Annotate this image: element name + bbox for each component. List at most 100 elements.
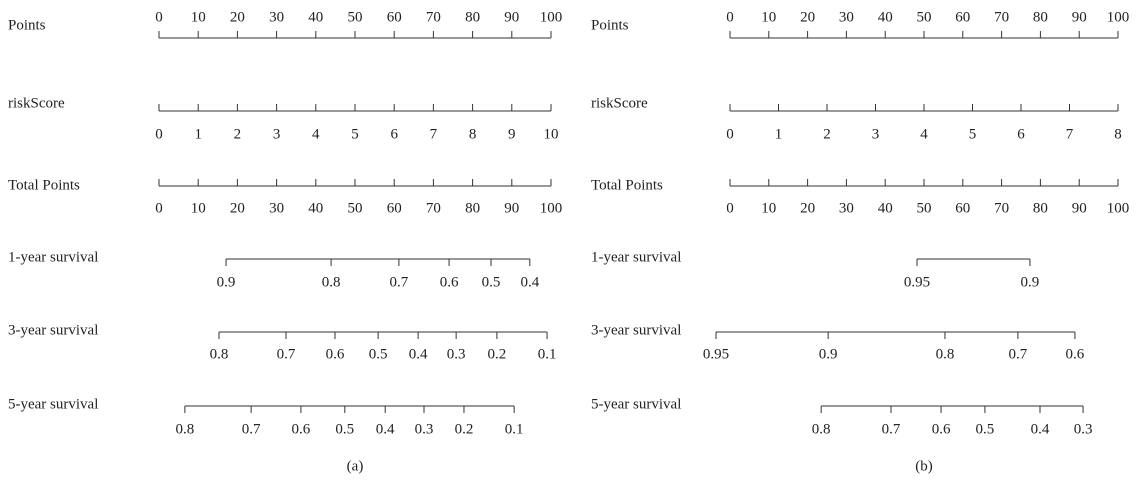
tick-label: 0 <box>155 200 163 216</box>
tick-label: 40 <box>878 200 893 216</box>
tick-label: 60 <box>387 200 402 216</box>
row-label: Total Points <box>8 177 80 193</box>
tick-label: 0.95 <box>904 274 930 290</box>
tick-label: 10 <box>761 9 776 25</box>
tick-label: 10 <box>191 200 206 216</box>
tick-label: 40 <box>878 9 893 25</box>
tick-label: 3 <box>872 126 880 142</box>
tick-label: 0.7 <box>882 421 901 437</box>
tick-label: 0 <box>155 9 163 25</box>
tick-label: 2 <box>823 126 831 142</box>
row-label: 1-year survival <box>591 249 681 265</box>
tick-label: 70 <box>994 200 1009 216</box>
row-label: 3-year survival <box>8 322 98 338</box>
tick-label: 0.8 <box>210 346 229 362</box>
row-label: Points <box>8 17 46 33</box>
tick-label: 50 <box>917 9 932 25</box>
tick-label: 0 <box>726 200 734 216</box>
tick-label: 8 <box>469 126 477 142</box>
tick-label: 20 <box>800 9 815 25</box>
tick-label: 10 <box>761 200 776 216</box>
tick-label: 4 <box>920 126 928 142</box>
tick-label: 7 <box>430 126 438 142</box>
tick-label: 0.7 <box>1009 346 1028 362</box>
tick-label: 0 <box>726 126 734 142</box>
tick-label: 5 <box>351 126 359 142</box>
tick-label: 0.4 <box>520 274 539 290</box>
tick-label: 0.8 <box>812 421 831 437</box>
tick-label: 0.4 <box>409 346 428 362</box>
tick-label: 0.7 <box>277 346 296 362</box>
tick-label: 40 <box>308 9 323 25</box>
tick-label: 8 <box>1114 126 1122 142</box>
row-label: riskScore <box>8 95 65 111</box>
tick-label: 0.7 <box>242 421 261 437</box>
tick-label: 0.3 <box>415 421 434 437</box>
row-label: 5-year survival <box>8 396 98 412</box>
tick-label: 90 <box>1072 200 1087 216</box>
tick-label: 90 <box>1072 9 1087 25</box>
tick-label: 4 <box>312 126 320 142</box>
tick-label: 30 <box>839 9 854 25</box>
tick-label: 0 <box>726 9 734 25</box>
tick-label: 0.9 <box>819 346 838 362</box>
tick-label: 3 <box>273 126 281 142</box>
tick-label: 9 <box>508 126 516 142</box>
tick-label: 0.3 <box>447 346 466 362</box>
tick-label: 0.3 <box>1074 421 1093 437</box>
tick-label: 30 <box>269 200 284 216</box>
tick-label: 100 <box>1107 200 1130 216</box>
tick-label: 60 <box>387 9 402 25</box>
tick-label: 0.5 <box>976 421 995 437</box>
tick-label: 30 <box>839 200 854 216</box>
caption: (a) <box>347 458 364 474</box>
row-label: riskScore <box>591 95 648 111</box>
tick-label: 50 <box>348 200 363 216</box>
tick-label: 0.95 <box>703 346 729 362</box>
tick-label: 10 <box>544 126 559 142</box>
tick-label: 0.2 <box>455 421 474 437</box>
tick-label: 6 <box>390 126 398 142</box>
row-label: Total Points <box>591 177 663 193</box>
tick-label: 20 <box>800 200 815 216</box>
tick-label: 80 <box>465 9 480 25</box>
caption: (b) <box>915 458 933 474</box>
tick-label: 80 <box>1033 200 1048 216</box>
tick-label: 0.8 <box>175 421 194 437</box>
tick-label: 70 <box>426 200 441 216</box>
tick-label: 0.5 <box>482 274 501 290</box>
tick-label: 0.6 <box>932 421 951 437</box>
tick-label: 2 <box>234 126 242 142</box>
tick-label: 0.6 <box>326 346 345 362</box>
tick-label: 0.1 <box>505 421 524 437</box>
tick-label: 0.1 <box>538 346 557 362</box>
tick-label: 40 <box>308 200 323 216</box>
tick-label: 0.9 <box>1021 274 1040 290</box>
tick-label: 20 <box>230 9 245 25</box>
tick-label: 100 <box>540 200 563 216</box>
tick-label: 10 <box>191 9 206 25</box>
tick-label: 70 <box>994 9 1009 25</box>
tick-label: 0.4 <box>1031 421 1050 437</box>
tick-label: 0.4 <box>376 421 395 437</box>
tick-label: 30 <box>269 9 284 25</box>
tick-label: 70 <box>426 9 441 25</box>
tick-label: 0.8 <box>936 346 955 362</box>
tick-label: 0.5 <box>335 421 354 437</box>
tick-label: 80 <box>465 200 480 216</box>
tick-label: 0.7 <box>390 274 409 290</box>
tick-label: 60 <box>955 9 970 25</box>
tick-label: 5 <box>969 126 977 142</box>
tick-label: 0.8 <box>322 274 341 290</box>
row-label: 1-year survival <box>8 249 98 265</box>
tick-label: 20 <box>230 200 245 216</box>
row-label: Points <box>591 17 629 33</box>
tick-label: 100 <box>540 9 563 25</box>
tick-label: 50 <box>917 200 932 216</box>
tick-label: 90 <box>504 200 519 216</box>
tick-label: 100 <box>1107 9 1130 25</box>
tick-label: 7 <box>1066 126 1074 142</box>
row-label: 5-year survival <box>591 396 681 412</box>
tick-label: 0.6 <box>292 421 311 437</box>
